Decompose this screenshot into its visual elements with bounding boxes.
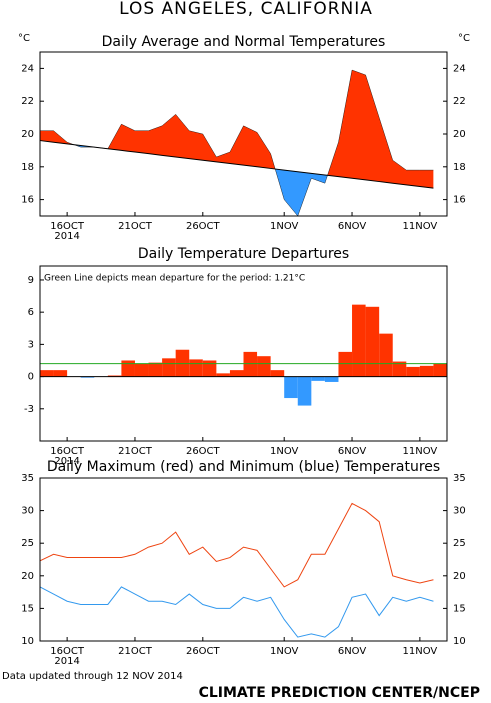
plot-frame bbox=[39, 265, 448, 442]
bar bbox=[338, 351, 353, 377]
y2-tick-label: 16 bbox=[453, 195, 466, 206]
bar bbox=[80, 376, 95, 378]
normal-line bbox=[39, 140, 434, 189]
x-tick-label: 16OCT bbox=[50, 646, 85, 657]
y-tick-label: 35 bbox=[21, 473, 34, 484]
bar bbox=[433, 363, 447, 377]
bar bbox=[148, 362, 163, 377]
y2-tick-label: 24 bbox=[453, 63, 466, 74]
x-tick-label: 1NOV bbox=[270, 646, 299, 657]
y-tick-label: 20 bbox=[21, 571, 34, 582]
chart-title: Daily Average and Normal Temperatures bbox=[102, 34, 386, 50]
plot-frame bbox=[39, 51, 448, 217]
x-tick-label: 6NOV bbox=[338, 221, 367, 232]
bar bbox=[134, 363, 149, 377]
bar bbox=[40, 370, 54, 377]
x-year-label: 2014 bbox=[54, 231, 79, 242]
bar bbox=[406, 366, 420, 377]
bar bbox=[284, 376, 298, 399]
x-year-label: 2014 bbox=[54, 656, 79, 667]
y2-tick-label: 10 bbox=[453, 636, 466, 647]
bar bbox=[297, 376, 312, 406]
y-tick-label: 10 bbox=[21, 636, 34, 647]
x-tick-label: 21OCT bbox=[118, 446, 153, 457]
bar bbox=[216, 373, 230, 377]
bar bbox=[392, 361, 407, 377]
y-tick-label: 25 bbox=[21, 538, 34, 549]
x-tick-label: 21OCT bbox=[118, 646, 153, 657]
plot-frame bbox=[39, 477, 448, 642]
y-tick-label: 3 bbox=[28, 339, 34, 350]
y-unit: °C bbox=[18, 33, 30, 44]
y2-tick-label: 20 bbox=[453, 571, 466, 582]
x-tick-label: 26OCT bbox=[186, 646, 221, 657]
y-tick-label: 24 bbox=[21, 63, 34, 74]
x-tick-label: 6NOV bbox=[338, 446, 367, 457]
x-tick-label: 26OCT bbox=[186, 446, 221, 457]
page-title: LOS ANGELES, CALIFORNIA bbox=[119, 0, 373, 19]
y-tick-label: 20 bbox=[21, 129, 34, 140]
x-tick-label: 11NOV bbox=[402, 446, 437, 457]
bar bbox=[270, 370, 285, 377]
bar bbox=[229, 370, 244, 377]
annotation: Green Line depicts mean departure for th… bbox=[44, 274, 305, 284]
y-tick-label: 9 bbox=[28, 275, 34, 286]
x-tick-label: 1NOV bbox=[270, 221, 299, 232]
y2-tick-label: 25 bbox=[453, 538, 466, 549]
y2-tick-label: 30 bbox=[453, 506, 466, 517]
y-tick-label: 16 bbox=[21, 195, 34, 206]
y-tick-label: 6 bbox=[28, 307, 34, 318]
credit: CLIMATE PREDICTION CENTER/NCEP bbox=[199, 685, 480, 701]
x-tick-label: 11NOV bbox=[402, 646, 437, 657]
y2-unit: °C bbox=[458, 33, 470, 44]
y-tick-label: 0 bbox=[28, 372, 34, 383]
x-tick-label: 26OCT bbox=[186, 221, 221, 232]
bar bbox=[324, 376, 339, 382]
y-tick-label: 22 bbox=[21, 96, 34, 107]
y-tick-label: -3 bbox=[24, 404, 34, 415]
x-tick-label: 21OCT bbox=[118, 221, 153, 232]
bar bbox=[162, 358, 176, 377]
bar bbox=[53, 370, 68, 377]
y-tick-label: 15 bbox=[21, 603, 34, 614]
y2-tick-label: 15 bbox=[453, 603, 466, 614]
bar bbox=[257, 356, 271, 377]
bar bbox=[419, 365, 434, 377]
above-normal-area bbox=[40, 70, 434, 189]
bar bbox=[243, 351, 258, 377]
bar bbox=[202, 360, 217, 377]
x-tick-label: 1NOV bbox=[270, 446, 299, 457]
bar bbox=[121, 360, 135, 377]
y2-tick-label: 35 bbox=[453, 473, 466, 484]
x-tick-label: 6NOV bbox=[338, 646, 367, 657]
y2-tick-label: 18 bbox=[453, 162, 466, 173]
bar bbox=[379, 333, 393, 377]
line bbox=[39, 502, 434, 588]
bar bbox=[311, 376, 325, 381]
x-tick-label: 11NOV bbox=[402, 221, 437, 232]
footnote: Data updated through 12 NOV 2014 bbox=[2, 671, 183, 682]
bar bbox=[365, 306, 380, 377]
y-tick-label: 30 bbox=[21, 506, 34, 517]
bar bbox=[352, 304, 366, 377]
y-tick-label: 18 bbox=[21, 162, 34, 173]
chart-title: Daily Temperature Departures bbox=[138, 246, 349, 262]
x-tick-label: 16OCT bbox=[50, 446, 85, 457]
x-tick-label: 16OCT bbox=[50, 221, 85, 232]
y2-tick-label: 20 bbox=[453, 129, 466, 140]
bar bbox=[189, 359, 203, 377]
chart-title: Daily Maximum (red) and Minimum (blue) T… bbox=[47, 459, 440, 475]
bar bbox=[107, 375, 122, 377]
y2-tick-label: 22 bbox=[453, 96, 466, 107]
x-year-label: 2014 bbox=[54, 456, 79, 467]
line bbox=[39, 586, 434, 638]
